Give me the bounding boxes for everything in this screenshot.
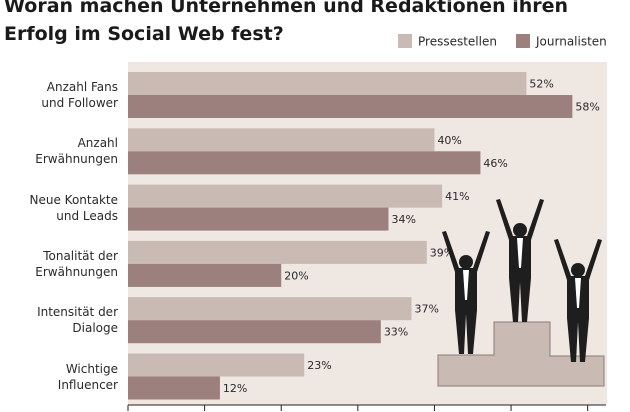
figure-shirt — [463, 270, 469, 300]
legend-label: Pressestellen — [418, 35, 497, 49]
value-label: 33% — [384, 326, 408, 339]
bar — [128, 72, 527, 95]
legend-swatch — [398, 34, 412, 48]
value-label: 46% — [483, 157, 507, 170]
chart-title: Woran machen Unternehmen und Redaktionen… — [4, 0, 569, 45]
bar — [128, 184, 443, 208]
value-label: 34% — [391, 213, 415, 226]
bar — [128, 320, 381, 344]
podium-illustration — [437, 199, 605, 387]
category-label: Anzahl Erwähnungen — [35, 136, 118, 167]
value-label: 40% — [437, 134, 461, 147]
figure-shirt — [575, 278, 581, 308]
category-label: Anzahl Fans und Follower — [41, 80, 118, 110]
value-label: 52% — [529, 78, 553, 91]
value-label: 12% — [223, 382, 247, 395]
bar — [128, 151, 481, 175]
category-label: Neue Kontakte und Leads — [29, 192, 118, 223]
category-label: Intensität der Dialoge — [37, 305, 118, 336]
category-label: Wichtige Influencer — [57, 361, 118, 392]
legend-label: Journalisten — [535, 35, 607, 49]
figure-shirt — [517, 238, 523, 268]
bar — [128, 240, 427, 264]
bar — [128, 128, 435, 152]
value-label: 41% — [445, 190, 469, 203]
value-label: 37% — [414, 303, 438, 316]
bar — [128, 95, 573, 118]
category-label: Tonalität der Erwähnungen — [35, 248, 118, 279]
podium — [437, 321, 605, 387]
bar — [128, 207, 389, 231]
figure-head — [571, 263, 585, 277]
figure-head — [459, 255, 473, 269]
bar — [128, 353, 305, 377]
figure-head — [513, 223, 527, 237]
bar — [128, 376, 220, 400]
bar — [128, 263, 282, 287]
value-label: 58% — [575, 101, 599, 114]
value-label: 23% — [307, 359, 331, 372]
bar — [128, 297, 412, 321]
value-label: 20% — [284, 269, 308, 282]
legend-swatch — [516, 34, 530, 48]
